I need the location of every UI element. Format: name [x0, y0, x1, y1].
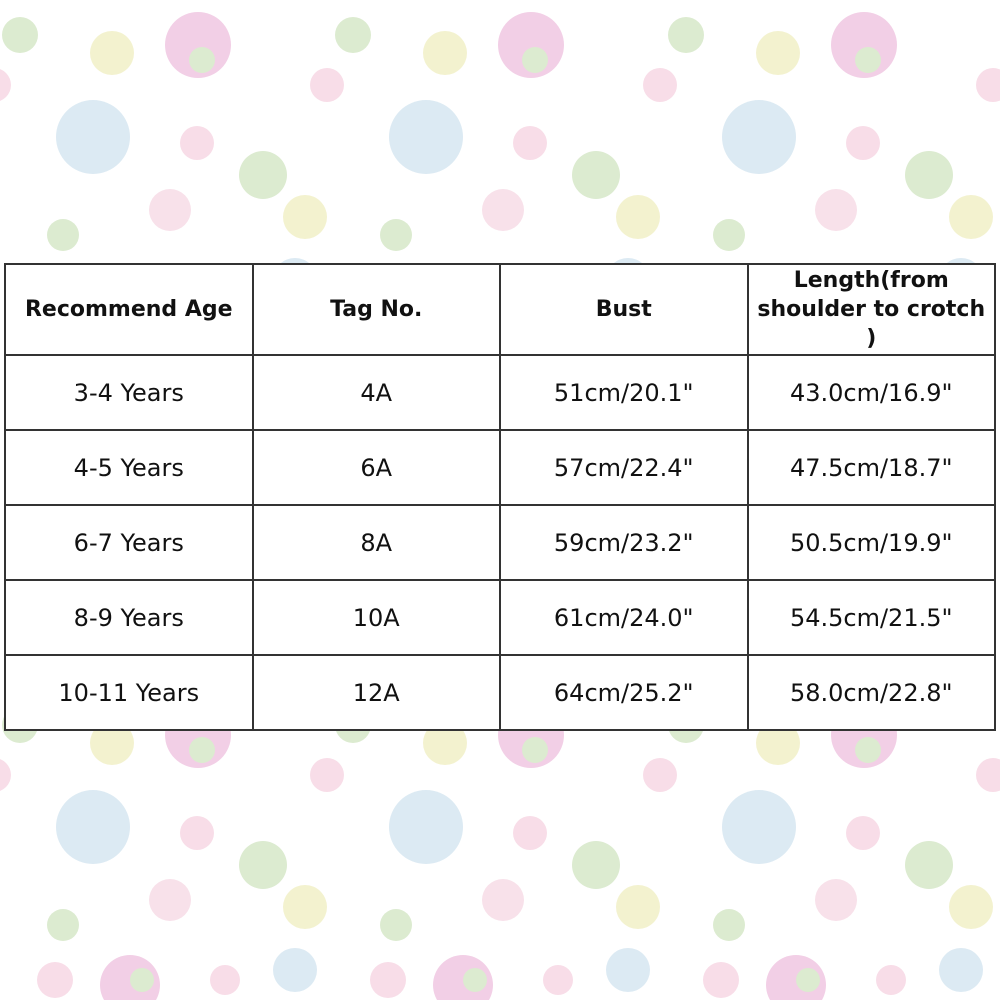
table-cell: 4A — [251, 354, 501, 431]
table-cell: 10A — [251, 579, 501, 656]
table-cell: 3-4 Years — [4, 354, 254, 431]
table-cell: 8-9 Years — [4, 579, 254, 656]
table-row: 8-9 Years 10A 61cm/24.0" 54.5cm/21.5" — [4, 579, 996, 656]
table-cell: 10-11 Years — [4, 654, 254, 731]
header-row: Recommend Age Tag No. Bust Length(from shou… — [4, 263, 996, 356]
table-cell: 43.0cm/16.9" — [746, 354, 996, 431]
table-cell: 59cm/23.2" — [499, 504, 749, 581]
header-cell: Recommend Age — [4, 263, 254, 356]
table-cell: 57cm/22.4" — [499, 429, 749, 506]
table-cell: 47.5cm/18.7" — [746, 429, 996, 506]
table-cell: 6A — [251, 429, 501, 506]
header-cell: Bust — [499, 263, 749, 356]
table-cell: 54.5cm/21.5" — [746, 579, 996, 656]
table-cell: 8A — [251, 504, 501, 581]
table-cell: 50.5cm/19.9" — [746, 504, 996, 581]
table-cell: 51cm/20.1" — [499, 354, 749, 431]
table-row: 6-7 Years 8A 59cm/23.2" 50.5cm/19.9" — [4, 504, 996, 581]
size-table: Recommend Age Tag No. Bust Length(from shou… — [4, 263, 996, 731]
table-cell: 6-7 Years — [4, 504, 254, 581]
table-cell: 58.0cm/22.8" — [746, 654, 996, 731]
table-cell: 64cm/25.2" — [499, 654, 749, 731]
table-row: 3-4 Years 4A 51cm/20.1" 43.0cm/16.9" — [4, 354, 996, 431]
table-row: 10-11 Years 12A 64cm/25.2" 58.0cm/22.8" — [4, 654, 996, 731]
table-cell: 4-5 Years — [4, 429, 254, 506]
table-cell: 61cm/24.0" — [499, 579, 749, 656]
table-row: 4-5 Years 6A 57cm/22.4" 47.5cm/18.7" — [4, 429, 996, 506]
header-cell: Length(from shoulder to crotch ) — [746, 263, 996, 356]
table-cell: 12A — [251, 654, 501, 731]
table-body: 3-4 Years 4A 51cm/20.1" 43.0cm/16.9" 4-5 Yea… — [4, 354, 996, 731]
header-cell: Tag No. — [251, 263, 501, 356]
